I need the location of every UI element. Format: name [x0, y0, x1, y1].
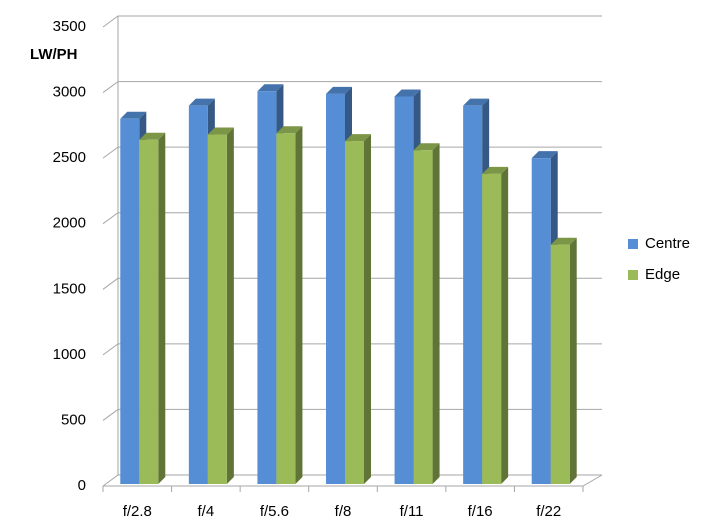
x-tick-label: f/16	[468, 503, 493, 520]
bar-side	[569, 237, 577, 484]
legend-swatch	[628, 239, 638, 249]
x-tick-label: f/2.8	[123, 503, 152, 520]
legend-swatch	[628, 270, 638, 280]
y-tick-label: 0	[78, 477, 86, 494]
bar-top	[531, 151, 558, 159]
y-axis-label: LW/PH	[30, 46, 78, 63]
bar-side	[432, 143, 440, 484]
bar	[207, 134, 227, 484]
bar-top	[394, 89, 421, 97]
bar	[257, 91, 277, 484]
bar	[531, 158, 551, 484]
grid-line	[102, 81, 602, 93]
x-tick-label: f/5.6	[260, 503, 289, 520]
bar-top	[413, 143, 440, 151]
bar-top	[326, 86, 352, 94]
y-tick-label: 2000	[53, 215, 86, 232]
y-tick-label: 3000	[53, 84, 86, 101]
y-tick-label: 1000	[53, 346, 86, 363]
bar-top	[257, 84, 284, 92]
legend-label: Centre	[645, 235, 690, 252]
bar-side	[158, 132, 166, 485]
bar	[276, 133, 296, 484]
bar-top	[207, 127, 234, 135]
bar-top	[482, 166, 509, 174]
bar	[394, 96, 414, 485]
x-tick-label: f/22	[536, 503, 561, 520]
x-tick-label: f/8	[335, 503, 352, 520]
bar	[413, 150, 433, 484]
bar-top	[188, 98, 215, 106]
legend-label: Edge	[645, 266, 680, 283]
bar-side	[295, 126, 303, 485]
bar	[463, 105, 483, 484]
bar	[482, 173, 502, 484]
x-tick-label: f/4	[198, 503, 215, 520]
bar	[550, 244, 570, 484]
bar	[120, 118, 140, 485]
bar-top	[463, 98, 490, 106]
grid-line	[102, 15, 602, 28]
y-tick-label: 2500	[53, 149, 86, 166]
bar	[139, 139, 159, 485]
bar	[188, 105, 208, 484]
y-tick-label: 500	[61, 411, 86, 428]
bar-side	[364, 134, 371, 484]
x-tick-label: f/11	[400, 503, 424, 520]
bar-top	[120, 111, 147, 119]
bar-top	[276, 126, 303, 134]
bar-top	[345, 134, 371, 142]
bar-top	[550, 237, 577, 245]
bar-side	[501, 166, 509, 484]
bar	[326, 93, 345, 484]
bar-top	[139, 132, 166, 140]
bar	[345, 141, 364, 484]
y-tick-label: 1500	[53, 280, 86, 297]
y-tick-label: 3500	[53, 18, 86, 35]
bar-side	[226, 127, 234, 484]
